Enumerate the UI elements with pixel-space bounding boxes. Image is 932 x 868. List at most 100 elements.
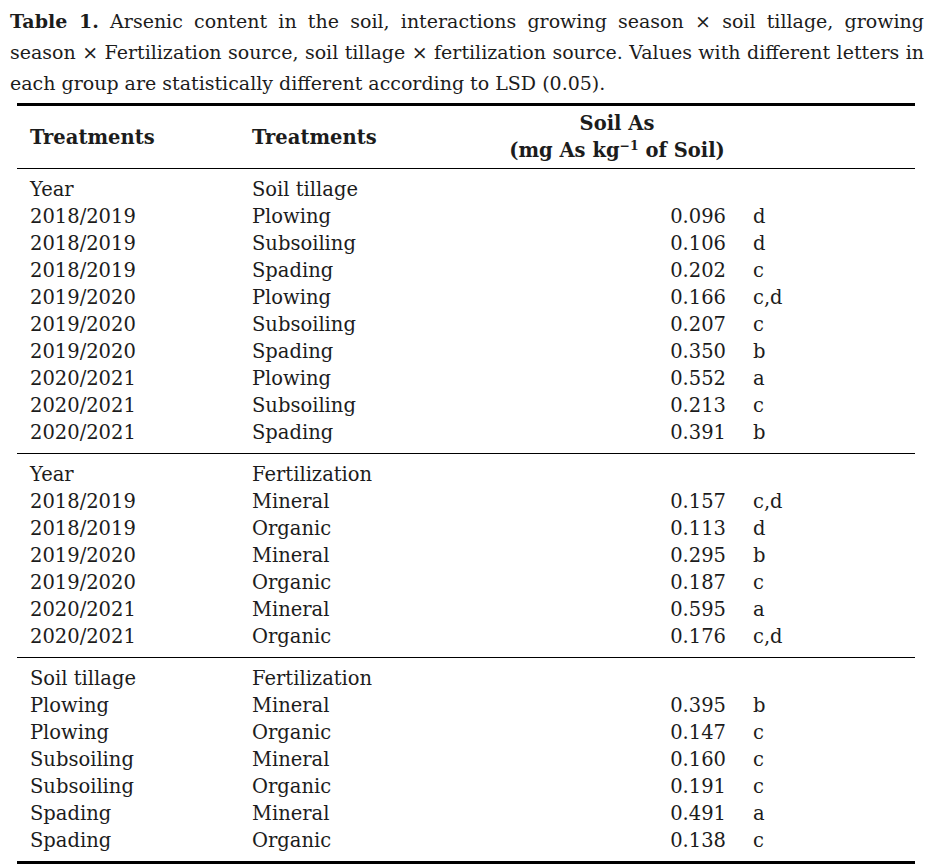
treatment-2-cell: Spading: [252, 257, 505, 284]
treatment-1-cell: 2018/2019: [17, 257, 252, 284]
table-row: 2020/2021Plowing0.552a: [17, 365, 915, 392]
table-header: Treatments Treatments Soil As (mg As kg−…: [17, 105, 915, 169]
table-row: 2019/2020Plowing0.166c,d: [17, 284, 915, 311]
treatment-2-cell: Plowing: [252, 284, 505, 311]
column-header-treatments-1: Treatments: [17, 105, 252, 169]
treatment-2-cell: Mineral: [252, 692, 505, 719]
value-cell: 0.491: [505, 800, 740, 827]
letter-cell: c: [740, 569, 915, 596]
treatment-1-cell: Plowing: [17, 692, 252, 719]
value-cell: 0.395: [505, 692, 740, 719]
treatment-1-cell: 2018/2019: [17, 488, 252, 515]
value-cell: 0.096: [505, 203, 740, 230]
table-caption: Table 1. Arsenic content in the soil, in…: [10, 6, 924, 99]
table-row: PlowingMineral0.395b: [17, 692, 915, 719]
soil-as-unit: (mg As kg−1 of Soil): [505, 137, 729, 164]
treatment-1-cell: 2020/2021: [17, 365, 252, 392]
treatment-1-cell: 2020/2021: [17, 596, 252, 623]
treatment-2-cell: Organic: [252, 827, 505, 863]
treatment-1-cell: 2019/2020: [17, 542, 252, 569]
table-row: 2019/2020Mineral0.295b: [17, 542, 915, 569]
soil-as-unit-exponent: −1: [620, 138, 639, 153]
table-row: 2019/2020Spading0.350b: [17, 338, 915, 365]
letter-cell: c: [740, 257, 915, 284]
treatment-2-cell: Soil tillage: [252, 169, 505, 204]
value-cell: 0.552: [505, 365, 740, 392]
table-row: 2020/2021Organic0.176c,d: [17, 623, 915, 658]
group-header-row: Soil tillageFertilization: [17, 658, 915, 693]
letter-cell: c: [740, 827, 915, 863]
value-cell: 0.202: [505, 257, 740, 284]
value-cell: 0.106: [505, 230, 740, 257]
letter-cell: d: [740, 230, 915, 257]
table-section: YearSoil tillage2018/2019Plowing0.096d20…: [17, 169, 915, 454]
value-cell: 0.187: [505, 569, 740, 596]
soil-as-title: Soil As: [505, 110, 729, 137]
treatment-2-cell: Subsoiling: [252, 311, 505, 338]
treatment-1-cell: 2020/2021: [17, 392, 252, 419]
table-section: YearFertilization2018/2019Mineral0.157c,…: [17, 454, 915, 658]
treatment-2-cell: Organic: [252, 623, 505, 658]
table-row: PlowingOrganic0.147c: [17, 719, 915, 746]
treatment-2-cell: Mineral: [252, 746, 505, 773]
value-cell: 0.207: [505, 311, 740, 338]
letter-cell: b: [740, 419, 915, 454]
treatment-2-cell: Spading: [252, 338, 505, 365]
table-caption-text: Arsenic content in the soil, interaction…: [10, 10, 924, 94]
treatment-2-cell: Mineral: [252, 800, 505, 827]
treatment-2-cell: Plowing: [252, 365, 505, 392]
value-cell: 0.176: [505, 623, 740, 658]
treatment-1-cell: Subsoiling: [17, 746, 252, 773]
treatment-2-cell: Organic: [252, 773, 505, 800]
treatment-2-cell: Subsoiling: [252, 230, 505, 257]
group-header-row: YearSoil tillage: [17, 169, 915, 204]
treatment-2-cell: Plowing: [252, 203, 505, 230]
letter-cell: b: [740, 542, 915, 569]
treatment-1-cell: Year: [17, 169, 252, 204]
treatment-1-cell: Year: [17, 454, 252, 489]
treatment-1-cell: 2018/2019: [17, 203, 252, 230]
treatment-2-cell: Spading: [252, 419, 505, 454]
table-row: 2018/2019Mineral0.157c,d: [17, 488, 915, 515]
treatment-1-cell: 2019/2020: [17, 569, 252, 596]
value-cell: [505, 454, 740, 489]
table-caption-label: Table 1.: [10, 10, 99, 32]
treatment-1-cell: 2018/2019: [17, 515, 252, 542]
table-row: 2019/2020Organic0.187c: [17, 569, 915, 596]
treatment-1-cell: 2018/2019: [17, 230, 252, 257]
table-row: 2018/2019Organic0.113d: [17, 515, 915, 542]
treatment-2-cell: Mineral: [252, 488, 505, 515]
letter-cell: b: [740, 692, 915, 719]
treatment-1-cell: Spading: [17, 827, 252, 863]
table-row: SpadingMineral0.491a: [17, 800, 915, 827]
letter-cell: c,d: [740, 488, 915, 515]
letter-cell: b: [740, 338, 915, 365]
letter-cell: [740, 169, 915, 204]
value-cell: 0.391: [505, 419, 740, 454]
letter-cell: d: [740, 203, 915, 230]
column-header-soil-as: Soil As (mg As kg−1 of Soil): [505, 105, 915, 169]
group-header-row: YearFertilization: [17, 454, 915, 489]
value-cell: 0.138: [505, 827, 740, 863]
letter-cell: c: [740, 719, 915, 746]
treatment-2-cell: Organic: [252, 719, 505, 746]
value-cell: 0.213: [505, 392, 740, 419]
value-cell: 0.350: [505, 338, 740, 365]
table-section: Soil tillageFertilizationPlowingMineral0…: [17, 658, 915, 863]
treatment-1-cell: 2020/2021: [17, 623, 252, 658]
treatment-2-cell: Organic: [252, 515, 505, 542]
treatment-2-cell: Organic: [252, 569, 505, 596]
treatment-1-cell: Subsoiling: [17, 773, 252, 800]
value-cell: 0.191: [505, 773, 740, 800]
table-row: 2018/2019Plowing0.096d: [17, 203, 915, 230]
value-cell: [505, 169, 740, 204]
header-row: Treatments Treatments Soil As (mg As kg−…: [17, 105, 915, 169]
value-cell: 0.147: [505, 719, 740, 746]
letter-cell: c: [740, 392, 915, 419]
treatment-1-cell: 2020/2021: [17, 419, 252, 454]
letter-cell: a: [740, 365, 915, 392]
table-row: 2020/2021Mineral0.595a: [17, 596, 915, 623]
value-cell: 0.166: [505, 284, 740, 311]
table-row: SubsoilingOrganic0.191c: [17, 773, 915, 800]
letter-cell: c: [740, 746, 915, 773]
